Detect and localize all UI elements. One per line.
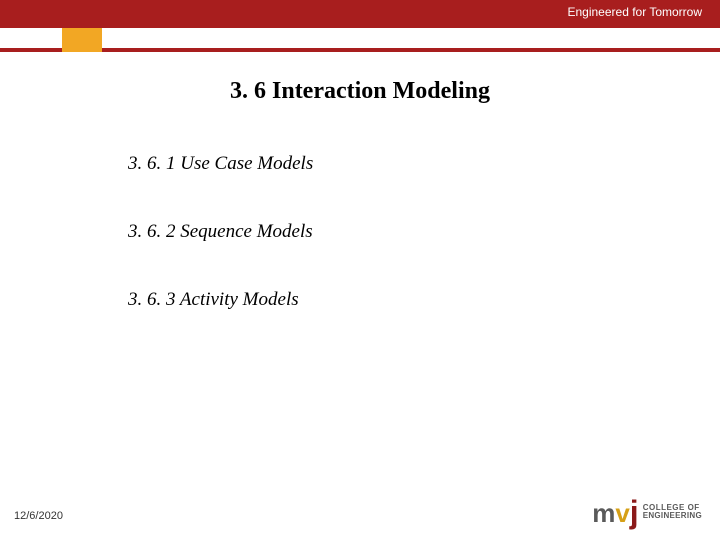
content-item: 3. 6. 1 Use Case Models — [128, 153, 720, 175]
accent-row — [0, 28, 720, 52]
logo-letter-m: m — [592, 500, 615, 526]
content-item: 3. 6. 3 Activity Models — [128, 289, 720, 311]
slide-content: 3. 6. 1 Use Case Models 3. 6. 2 Sequence… — [128, 153, 720, 311]
slide-title: 3. 6 Interaction Modeling — [0, 78, 720, 105]
slide-date: 12/6/2020 — [14, 510, 63, 522]
header-bar: Engineered for Tomorrow — [0, 0, 720, 28]
logo-text-line2: ENGINEERING — [643, 512, 702, 520]
accent-block — [62, 28, 102, 52]
tagline: Engineered for Tomorrow — [567, 5, 702, 19]
logo-letter-v: v — [615, 500, 629, 526]
content-item: 3. 6. 2 Sequence Models — [128, 221, 720, 243]
logo-letter-j: j — [630, 499, 639, 526]
logo: m v j COLLEGE OF ENGINEERING — [592, 499, 702, 526]
logo-mark: m v j — [592, 499, 638, 526]
logo-text: COLLEGE OF ENGINEERING — [643, 504, 702, 520]
